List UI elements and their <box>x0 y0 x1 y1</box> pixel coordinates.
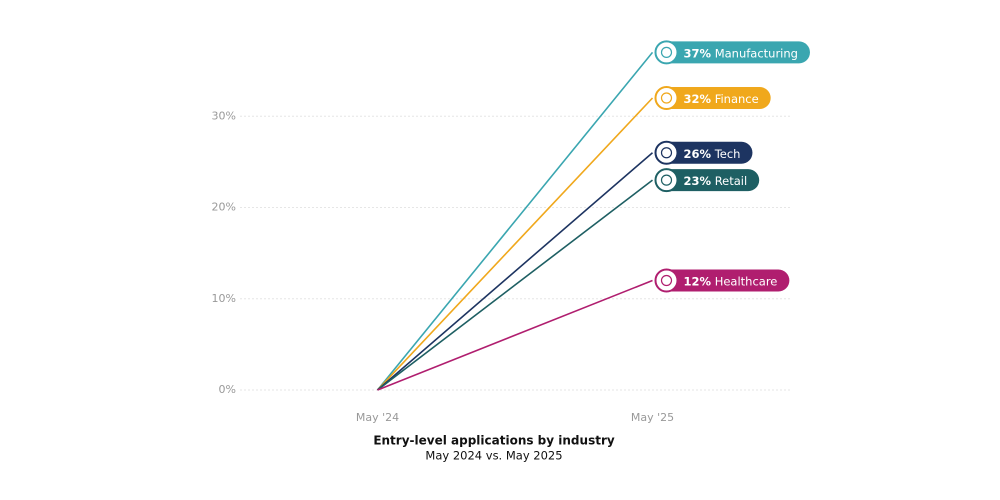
pill-label: 26% Tech <box>684 146 741 160</box>
line <box>377 179 653 391</box>
y-tick-label: 20% <box>212 201 236 214</box>
y-tick-label: 30% <box>212 109 236 122</box>
chart-subtitle: May 2024 vs. May 2025 <box>425 449 562 463</box>
pill-background <box>655 87 771 109</box>
pill-background <box>655 169 760 192</box>
x-tick-label: May '24 <box>356 411 399 424</box>
legend-label: Finance <box>715 92 759 106</box>
icon <box>660 46 673 58</box>
pill-label: 32% Finance <box>684 92 759 106</box>
pill-label: 23% Retail <box>684 174 748 188</box>
legend-label: Retail <box>715 174 748 188</box>
label-pill: 23% Retail <box>654 168 760 193</box>
point-marker <box>654 268 679 293</box>
point-marker <box>654 168 679 193</box>
legend-label: Tech <box>714 146 741 160</box>
line <box>376 51 654 391</box>
point-marker <box>654 40 679 65</box>
icon <box>660 147 673 159</box>
chart-title: Entry-level applications by industry <box>373 434 615 448</box>
y-tick-label: 10% <box>212 292 236 305</box>
line <box>376 152 654 391</box>
legend-label: Healthcare <box>715 274 778 288</box>
value-label: 37% <box>684 46 712 60</box>
pill-label: 12% Healthcare <box>684 274 778 288</box>
pill-background <box>655 41 810 64</box>
icon <box>660 274 673 287</box>
value-label: 32% <box>684 92 712 106</box>
pill-background <box>655 269 790 292</box>
point-marker <box>654 86 679 110</box>
icon <box>660 92 673 104</box>
label-pill: 32% Finance <box>654 86 771 110</box>
pill-background <box>655 141 753 164</box>
icon <box>660 174 673 186</box>
pill-label: 37% Manufacturing <box>684 46 798 60</box>
x-tick-label: May '25 <box>631 411 674 424</box>
label-pill: 26% Tech <box>654 140 753 165</box>
y-tick-label: 0% <box>219 383 236 396</box>
label-pill: 12% Healthcare <box>654 268 790 293</box>
value-label: 23% <box>684 174 712 188</box>
line <box>376 97 654 391</box>
label-pill: 37% Manufacturing <box>654 40 810 65</box>
line <box>377 279 653 391</box>
point-marker <box>654 140 679 165</box>
value-label: 12% <box>684 274 712 288</box>
value-label: 26% <box>684 146 712 160</box>
legend-label: Manufacturing <box>715 46 798 60</box>
